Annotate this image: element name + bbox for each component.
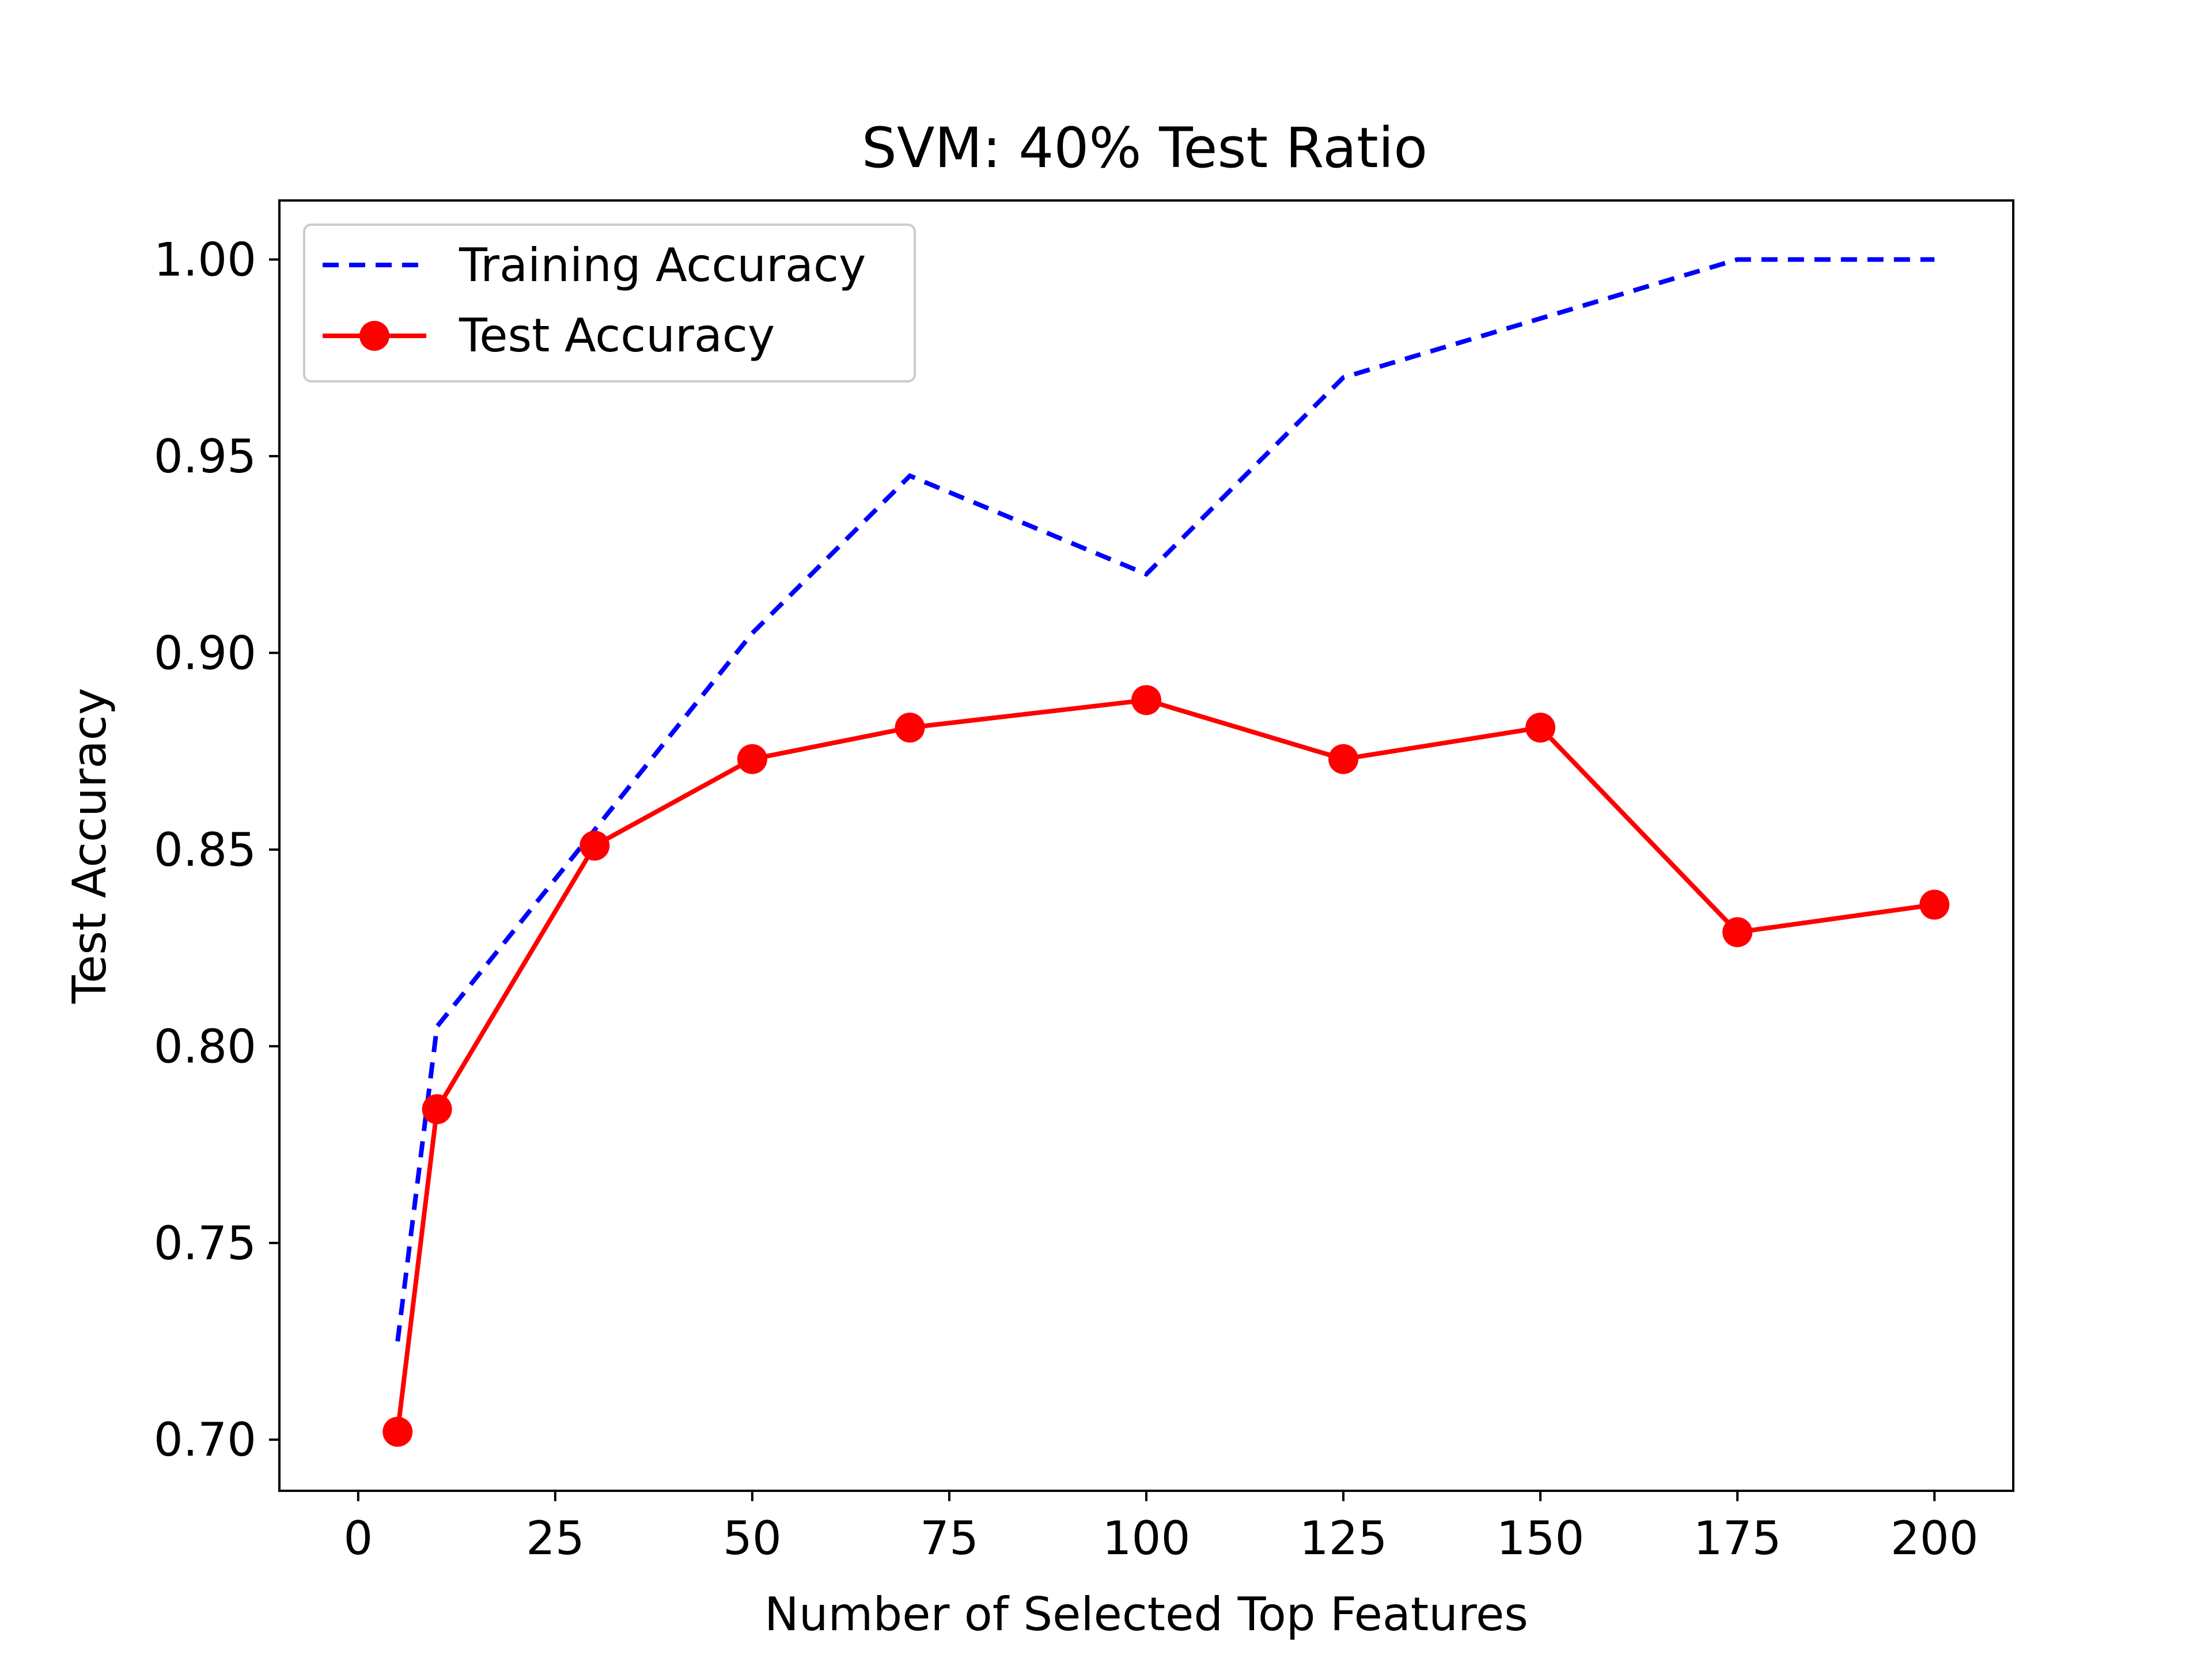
test-accuracy-point <box>422 1094 452 1124</box>
x-axis: 0 25 50 75 100 125 150 175 200 <box>343 1491 1979 1565</box>
chart-title: SVM: 40% Test Ratio <box>862 116 1427 180</box>
training-accuracy-line <box>395 257 1935 1342</box>
test-accuracy-point <box>895 713 925 743</box>
y-tick-label: 0.95 <box>154 430 256 483</box>
test-accuracy-point <box>1919 889 1950 920</box>
x-tick-label: 50 <box>723 1512 782 1565</box>
test-accuracy-point <box>382 1416 413 1447</box>
y-tick-label: 0.75 <box>154 1217 256 1270</box>
x-tick-label: 200 <box>1891 1512 1979 1565</box>
test-accuracy-point <box>1328 744 1359 774</box>
x-tick-label: 175 <box>1694 1512 1782 1565</box>
legend-training-accuracy-label: Training Accuracy <box>459 238 866 292</box>
legend-test-accuracy-marker <box>359 321 389 351</box>
y-tick-label: 0.90 <box>154 626 256 680</box>
y-tick-label: 1.00 <box>154 233 256 286</box>
test-accuracy-line <box>395 698 1935 1433</box>
y-axis: 0.70 0.75 0.80 0.85 0.90 0.95 1.00 <box>154 233 279 1467</box>
x-tick-label: 100 <box>1103 1512 1191 1565</box>
x-tick-label: 150 <box>1497 1512 1585 1565</box>
test-accuracy-point <box>737 744 767 774</box>
x-tick-label: 0 <box>343 1512 373 1565</box>
x-tick-label: 125 <box>1300 1512 1388 1565</box>
legend-test-accuracy-label: Test Accuracy <box>459 309 775 362</box>
series-layer <box>382 257 1950 1447</box>
test-accuracy-point <box>1525 713 1556 743</box>
test-accuracy-point <box>1131 685 1161 715</box>
x-axis-label: Number of Selected Top Features <box>764 1588 1528 1641</box>
y-tick-label: 0.80 <box>154 1020 256 1073</box>
legend: Training Accuracy Test Accuracy <box>303 224 916 382</box>
x-tick-label: 25 <box>526 1512 585 1565</box>
x-tick-label: 75 <box>920 1512 979 1565</box>
legend-box <box>303 224 916 382</box>
test-accuracy-point <box>579 831 610 861</box>
y-tick-label: 0.70 <box>154 1413 256 1467</box>
y-axis-label: Test Accuracy <box>63 688 116 1004</box>
y-tick-label: 0.85 <box>154 823 256 877</box>
test-accuracy-point <box>1722 917 1753 948</box>
